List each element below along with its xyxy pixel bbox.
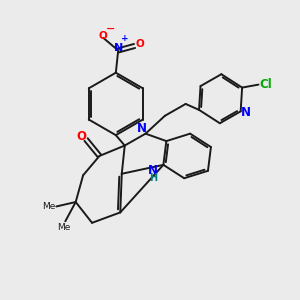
Text: N: N [114, 44, 123, 53]
Text: N: N [137, 122, 147, 135]
Text: +: + [121, 34, 128, 43]
Text: Me: Me [42, 202, 56, 211]
Text: Cl: Cl [260, 78, 272, 91]
Text: O: O [136, 40, 144, 50]
Text: N: N [241, 106, 251, 119]
Text: Me: Me [57, 224, 70, 232]
Text: N: N [148, 164, 158, 177]
Text: H: H [149, 173, 157, 183]
Text: O: O [98, 32, 107, 41]
Text: O: O [76, 130, 87, 143]
Text: −: − [106, 24, 116, 34]
